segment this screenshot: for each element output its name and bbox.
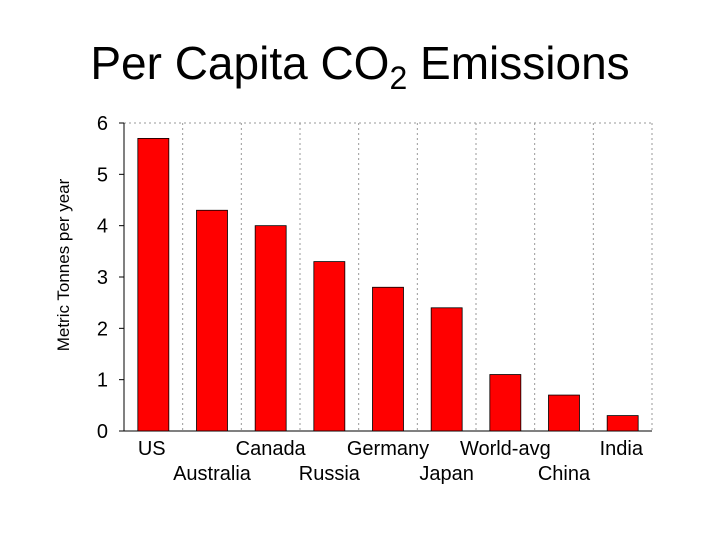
bar-russia	[313, 261, 346, 432]
y-tick-label: 6	[97, 113, 108, 135]
bars	[137, 137, 639, 432]
bar-world-avg	[489, 374, 522, 432]
bar-australia	[196, 209, 228, 432]
bar-china	[548, 394, 580, 432]
y-tick-label: 1	[97, 370, 108, 392]
x-category-label: Canada	[236, 438, 307, 460]
y-tick-label: 2	[97, 318, 108, 340]
title-main: Per Capita CO	[90, 37, 390, 89]
title-rest: Emissions	[407, 37, 630, 89]
bar-canada	[254, 225, 287, 432]
chart-title: Per Capita CO2 Emissions	[0, 36, 720, 97]
y-ticks: 0 1 2 3 4 5 6	[97, 113, 124, 443]
y-tick-label: 3	[97, 267, 108, 289]
bar-india	[606, 415, 639, 432]
x-category-label: China	[538, 463, 591, 485]
bar-japan	[430, 307, 463, 432]
bar-germany	[372, 286, 404, 432]
x-category-label: World-avg	[460, 438, 551, 460]
grid	[124, 122, 653, 431]
x-category-label: Russia	[299, 463, 361, 485]
x-category-label: Australia	[173, 463, 252, 485]
y-tick-label: 0	[97, 421, 108, 443]
x-categories: US Australia Canada Russia Germany Japan World…	[138, 438, 644, 485]
x-category-label: Germany	[347, 438, 429, 460]
x-category-label: Japan	[419, 463, 474, 485]
y-axis-label: Metric Tonnes per year	[54, 178, 73, 351]
title-subscript: 2	[389, 60, 408, 96]
y-tick-label: 4	[97, 216, 108, 238]
y-tick-label: 5	[97, 164, 108, 186]
x-category-label: US	[138, 438, 166, 460]
x-category-label: India	[600, 438, 644, 460]
bar-us	[137, 137, 170, 432]
